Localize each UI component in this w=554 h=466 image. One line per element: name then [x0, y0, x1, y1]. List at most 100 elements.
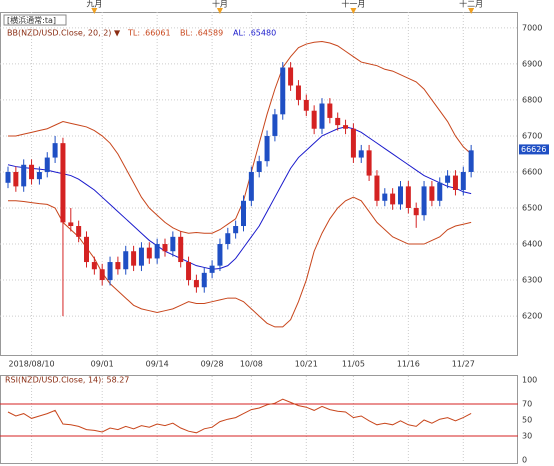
- rsi-tick-label: 100: [522, 376, 537, 385]
- candle-body: [99, 269, 105, 281]
- candle-body: [358, 150, 364, 158]
- y-tick-label: 7000: [522, 23, 542, 32]
- x-tick-label: 10/21: [295, 360, 318, 369]
- candle-body: [217, 244, 223, 266]
- y-tick-label: 6300: [522, 276, 542, 285]
- candle-body: [170, 236, 176, 252]
- candle-body: [241, 200, 246, 227]
- y-tick-label: 6600: [522, 167, 542, 176]
- candle-body: [29, 164, 35, 180]
- x-tick-label: 09/14: [146, 360, 169, 369]
- tl-label: TL: .66061: [127, 29, 171, 38]
- month-label: 十一月: [341, 0, 365, 9]
- candle-body: [295, 85, 301, 100]
- candle-body: [131, 251, 137, 266]
- rsi-label: RSI(NZD/USD.Close, 14): 58.27: [5, 376, 129, 385]
- candle-body: [52, 143, 58, 158]
- candle-body: [264, 135, 270, 162]
- candle-body: [303, 99, 309, 111]
- x-tick-label: 11/16: [397, 360, 420, 369]
- candle-body: [350, 128, 356, 158]
- candle-body: [382, 193, 388, 201]
- candle-body: [201, 272, 207, 288]
- bb-mid: [7, 126, 472, 270]
- x-tick-label: 11/27: [452, 360, 475, 369]
- candle-body: [311, 110, 317, 129]
- candle-body: [13, 171, 19, 187]
- candle-body: [193, 280, 199, 288]
- candle-body: [68, 222, 74, 227]
- candle-body: [437, 182, 443, 201]
- bb-label: BB(NZD/USD.Close, 20, 2) ▼: [7, 29, 121, 38]
- candle-body: [76, 226, 82, 237]
- candle-body: [115, 262, 121, 270]
- month-marker: [216, 8, 223, 14]
- y-tick-label: 6800: [522, 95, 542, 104]
- candle-body: [21, 164, 27, 187]
- candle-body: [280, 67, 286, 115]
- candle-body: [91, 262, 97, 270]
- x-tick-label: 09/01: [91, 360, 114, 369]
- rsi-tick-label: 30: [522, 432, 532, 441]
- candle-body: [5, 171, 11, 183]
- x-tick-label: 09/28: [201, 360, 224, 369]
- rsi-tick-label: 70: [522, 400, 532, 409]
- candle-body: [429, 186, 435, 201]
- candle-body: [162, 244, 168, 252]
- header: [横浜通常:ta]: [7, 15, 56, 25]
- price-panel: [0, 12, 518, 356]
- candle-body: [225, 233, 231, 245]
- last-price-box: [519, 144, 549, 155]
- y-tick-label: 6700: [522, 131, 542, 140]
- candle-body: [36, 171, 42, 180]
- rsi-tick-label: 0: [522, 456, 527, 465]
- x-tick-label: 2018/08/10: [8, 360, 54, 369]
- candle-body: [327, 103, 333, 118]
- candle-body: [44, 157, 50, 172]
- month-marker: [468, 8, 475, 14]
- candle-body: [154, 244, 160, 259]
- candle-body: [405, 186, 411, 208]
- candle-body: [123, 251, 129, 270]
- candle-body: [335, 117, 341, 126]
- candle-body: [468, 150, 474, 172]
- candle-body: [288, 67, 294, 86]
- rsi-panel: [0, 375, 518, 464]
- candle-body: [248, 171, 254, 201]
- candle-body: [272, 114, 278, 136]
- rsi: [7, 398, 472, 434]
- bb-upper: [8, 41, 472, 234]
- candle-body: [460, 171, 466, 190]
- rsi-tick-label: 50: [522, 416, 532, 425]
- candle-body: [146, 247, 152, 259]
- candle-body: [452, 175, 458, 190]
- x-tick-label: 10/08: [240, 360, 263, 369]
- candle-body: [186, 262, 192, 281]
- candle-body: [209, 265, 215, 273]
- bl-label: BL: .64589: [180, 29, 223, 38]
- month-label: 十二月: [459, 0, 483, 9]
- candle-body: [343, 125, 349, 129]
- candle-body: [398, 186, 403, 205]
- month-label: 九月: [86, 0, 102, 9]
- candle-body: [178, 236, 184, 263]
- header-box: [3, 14, 67, 26]
- candle-body: [319, 103, 325, 129]
- candle-body: [445, 175, 451, 183]
- candle-body: [60, 143, 66, 223]
- candle-body: [107, 262, 113, 281]
- last-price-label: 66626: [521, 145, 546, 154]
- month-label: 十月: [212, 0, 228, 9]
- candle-body: [233, 226, 239, 234]
- al-label: AL: .65480: [233, 29, 276, 38]
- candle-body: [366, 150, 372, 176]
- candle-body: [84, 236, 89, 263]
- y-tick-label: 6400: [522, 240, 542, 249]
- candle-body: [421, 186, 427, 216]
- y-tick-label: 6500: [522, 204, 542, 213]
- candle-body: [374, 175, 380, 201]
- month-marker: [350, 8, 357, 14]
- x-tick-label: 11/05: [342, 360, 365, 369]
